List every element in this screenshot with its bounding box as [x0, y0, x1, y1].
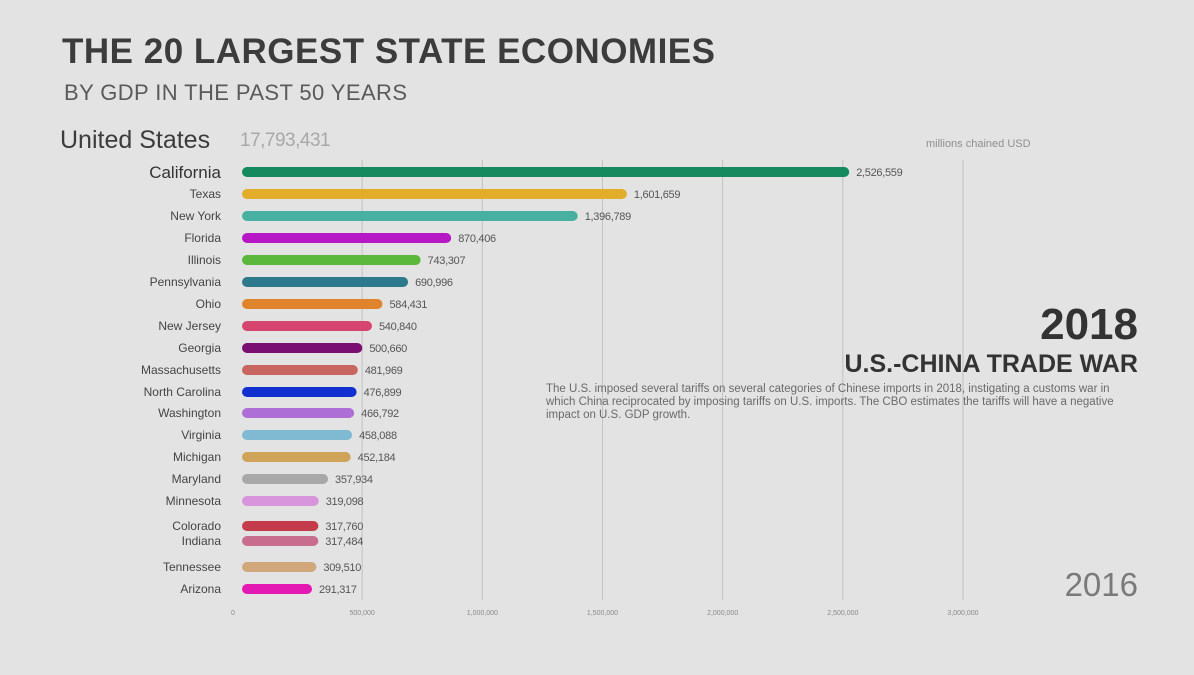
chart-title: THE 20 LARGEST STATE ECONOMIES — [62, 32, 716, 71]
event-description: The U.S. imposed several tariffs on seve… — [546, 383, 1114, 421]
value-label: 1,601,659 — [634, 189, 680, 201]
x-tick-label: 500,000 — [350, 610, 375, 617]
category-label: Minnesota — [166, 494, 222, 508]
value-label: 291,317 — [319, 584, 357, 596]
event-year: 2018 — [1040, 300, 1138, 349]
current-year: 2016 — [1064, 566, 1138, 603]
value-label: 317,484 — [325, 536, 363, 548]
chart-subtitle: BY GDP IN THE PAST 50 YEARS — [64, 80, 408, 105]
category-label: Washington — [158, 406, 221, 420]
category-label: New Jersey — [158, 319, 221, 333]
category-label: Ohio — [196, 297, 222, 311]
value-label: 500,660 — [369, 343, 407, 355]
units-label: millions chained USD — [926, 138, 1031, 150]
country-total: 17,793,431 — [240, 130, 331, 151]
value-label: 743,307 — [428, 255, 466, 267]
event-title: U.S.-CHINA TRADE WAR — [844, 350, 1138, 378]
category-label: Michigan — [173, 450, 221, 464]
category-label: Indiana — [182, 534, 222, 548]
country-label: United States — [60, 126, 211, 154]
category-label: California — [149, 163, 221, 182]
value-label: 2,526,559 — [856, 167, 902, 179]
value-label: 481,969 — [365, 365, 403, 377]
category-label: Colorado — [172, 519, 221, 533]
value-label: 319,098 — [326, 496, 364, 508]
category-label: Pennsylvania — [150, 275, 222, 289]
category-label: Texas — [190, 187, 221, 201]
x-tick-label: 0 — [231, 610, 235, 617]
category-label: Virginia — [181, 428, 221, 442]
x-tick-label: 3,000,000 — [947, 610, 978, 617]
x-tick-label: 2,500,000 — [827, 610, 858, 617]
value-label: 452,184 — [358, 452, 396, 464]
value-label: 690,996 — [415, 277, 453, 289]
category-label: North Carolina — [144, 385, 222, 399]
value-label: 540,840 — [379, 321, 417, 333]
value-label: 317,760 — [325, 521, 363, 533]
category-label: New York — [170, 209, 222, 223]
category-label: Illinois — [188, 253, 221, 267]
value-label: 584,431 — [389, 299, 427, 311]
x-tick-label: 1,000,000 — [467, 610, 498, 617]
x-tick-label: 2,000,000 — [707, 610, 738, 617]
value-label: 476,899 — [364, 387, 402, 399]
value-label: 458,088 — [359, 430, 397, 442]
category-label: Arizona — [180, 582, 221, 596]
value-label: 309,510 — [323, 562, 361, 574]
category-label: Maryland — [172, 472, 221, 486]
category-label: Florida — [184, 231, 221, 245]
value-label: 466,792 — [361, 408, 399, 420]
x-tick-label: 1,500,000 — [587, 610, 618, 617]
value-label: 870,406 — [458, 233, 496, 245]
value-label: 357,934 — [335, 474, 373, 486]
category-label: Tennessee — [163, 560, 221, 574]
category-label: Georgia — [178, 341, 221, 355]
value-label: 1,396,789 — [585, 211, 631, 223]
category-label: Massachusetts — [141, 363, 221, 377]
